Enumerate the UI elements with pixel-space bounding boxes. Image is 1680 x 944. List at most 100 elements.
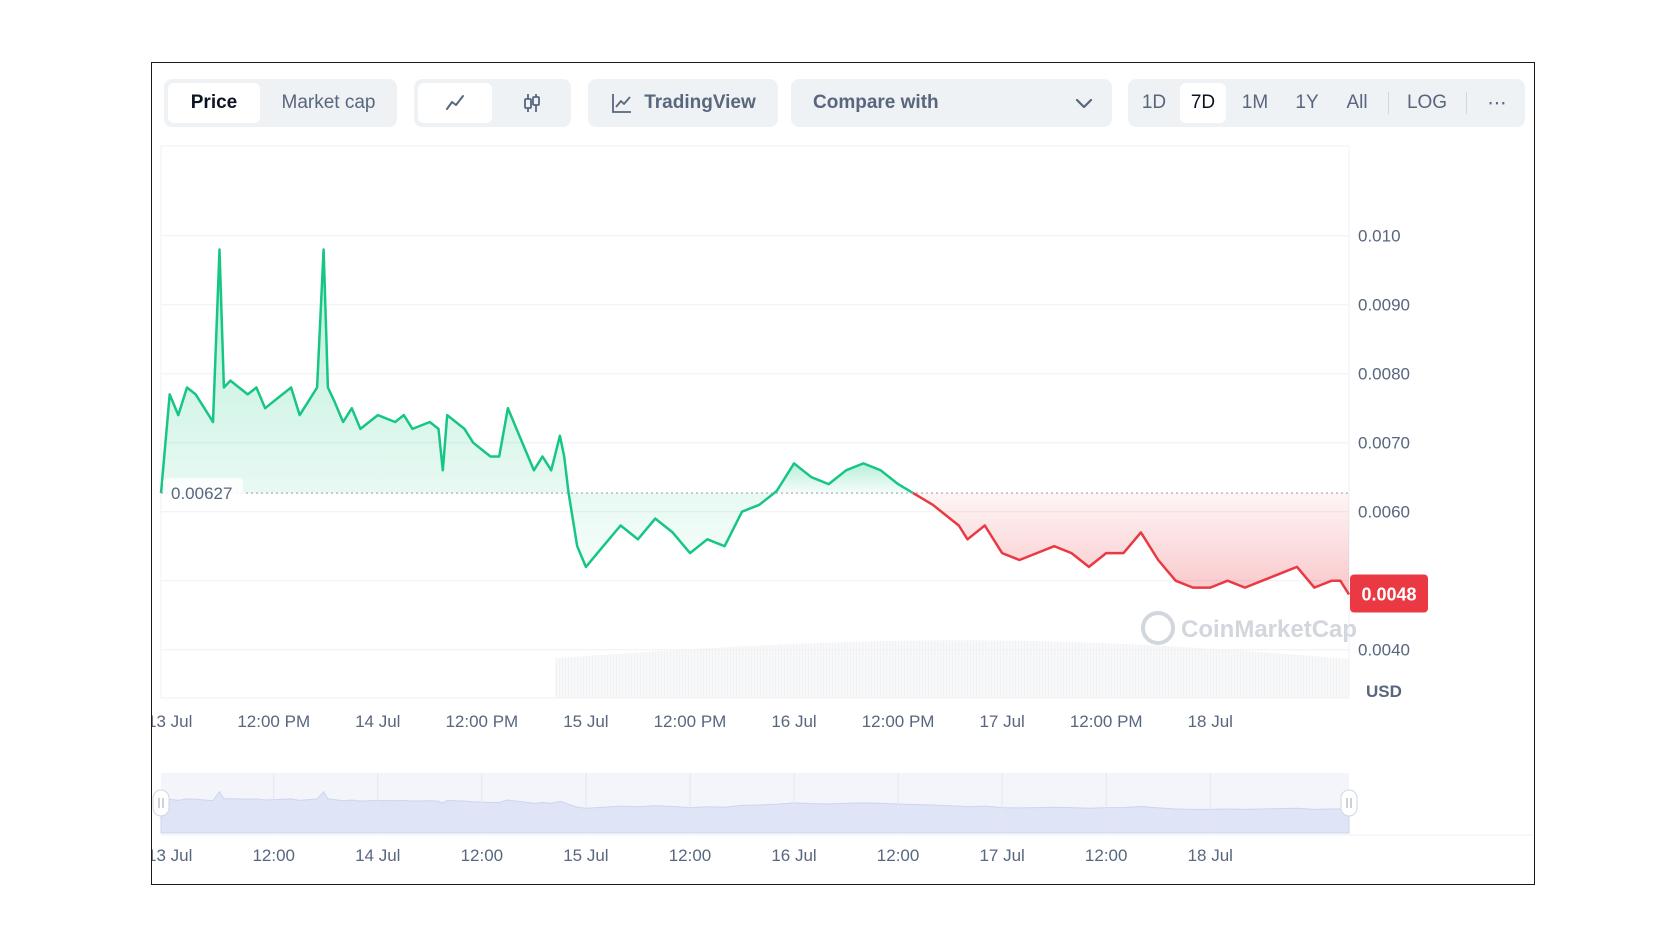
volume-bar xyxy=(1320,656,1323,698)
volume-bar xyxy=(696,648,699,698)
volume-bar xyxy=(771,644,774,698)
tradingview-button[interactable]: TradingView xyxy=(588,79,778,127)
volume-bar xyxy=(1026,640,1029,698)
price-line-up[interactable] xyxy=(159,248,775,569)
volume-bar xyxy=(1260,652,1263,698)
volume-bar xyxy=(1164,645,1167,698)
candlestick-button[interactable] xyxy=(496,83,567,123)
volume-bar xyxy=(1197,647,1200,698)
volume-bar xyxy=(1227,649,1230,698)
volume-bar xyxy=(789,644,792,698)
volume-bar xyxy=(978,640,981,698)
volume-bar xyxy=(1167,646,1170,698)
volume-bar xyxy=(588,655,591,698)
volume-bar xyxy=(969,640,972,698)
volume-bar xyxy=(1062,641,1065,698)
volume-bar xyxy=(1038,641,1041,698)
volume-bar xyxy=(768,645,771,698)
volume-bar xyxy=(1020,640,1023,698)
range-divider xyxy=(1388,92,1389,114)
volume-bar xyxy=(1095,642,1098,698)
x-tick-label: 12:00 PM xyxy=(654,712,727,731)
range-1m[interactable]: 1M xyxy=(1241,92,1269,113)
range-1d[interactable]: 1D xyxy=(1141,92,1167,113)
range-1y[interactable]: 1Y xyxy=(1295,92,1319,113)
volume-bar xyxy=(600,654,603,698)
volume-bar xyxy=(627,653,630,698)
volume-bar xyxy=(1290,654,1293,698)
volume-bar xyxy=(579,656,582,698)
price-chart[interactable]: 0.0100.00900.00800.00700.00600.00500.004… xyxy=(152,63,1533,883)
volume-bar xyxy=(687,649,690,698)
tradingview-label: TradingView xyxy=(644,92,756,113)
volume-bar xyxy=(1218,649,1221,698)
range-7d[interactable]: 7D xyxy=(1180,83,1226,123)
volume-bar xyxy=(1032,640,1035,698)
watermark-text: CoinMarketCap xyxy=(1181,616,1357,643)
volume-bar xyxy=(1068,641,1071,698)
log-divider xyxy=(1466,92,1467,114)
volume-bar xyxy=(1263,652,1266,698)
volume-bar xyxy=(765,645,768,698)
volume-bar xyxy=(1110,643,1113,698)
volume-bar xyxy=(1182,646,1185,698)
log-button[interactable]: LOG xyxy=(1406,92,1448,113)
volume-bar xyxy=(1098,642,1101,698)
volume-bar xyxy=(1245,651,1248,698)
volume-bar xyxy=(681,649,684,698)
volume-bar xyxy=(582,656,585,698)
navigator-tick-label: 12:00 xyxy=(877,846,920,865)
volume-bar xyxy=(741,646,744,698)
line-chart-icon xyxy=(446,95,464,110)
volume-bar xyxy=(693,649,696,698)
volume-bar xyxy=(834,642,837,698)
navigator-tick-label: 16 Jul xyxy=(771,846,816,865)
volume-bar xyxy=(744,646,747,698)
volume-bar xyxy=(558,657,561,698)
volume-bar xyxy=(1194,647,1197,698)
x-tick-label: 15 Jul xyxy=(563,712,608,731)
volume-bar xyxy=(831,642,834,698)
volume-bar xyxy=(1137,644,1140,698)
volume-bar xyxy=(555,658,558,698)
volume-bar xyxy=(1146,645,1149,698)
tab-market-cap[interactable]: Market cap xyxy=(281,92,376,113)
volume-bar xyxy=(936,640,939,698)
volume-bar xyxy=(1302,655,1305,698)
price-line-up[interactable] xyxy=(773,462,914,495)
volume-bar xyxy=(1254,651,1257,698)
volume-bar xyxy=(879,641,882,698)
volume-bar xyxy=(1155,645,1158,698)
volume-bar xyxy=(852,641,855,698)
tab-price[interactable]: Price xyxy=(168,83,260,123)
volume-bar xyxy=(1089,642,1092,698)
volume-bar xyxy=(1251,651,1254,698)
volume-bar xyxy=(672,650,675,698)
line-chart-button[interactable] xyxy=(418,83,492,123)
volume-bar xyxy=(1077,642,1080,698)
volume-bar xyxy=(585,655,588,698)
y-tick-label: 0.0060 xyxy=(1358,503,1410,522)
y-tick-label: 0.0090 xyxy=(1358,296,1410,315)
x-tick-label: 12:00 PM xyxy=(1070,712,1143,731)
volume-bar xyxy=(1134,644,1137,698)
volume-bar xyxy=(882,641,885,698)
navigator-handle-left[interactable] xyxy=(152,789,170,817)
volume-bar xyxy=(912,640,915,698)
volume-bar xyxy=(690,649,693,698)
volume-bar xyxy=(1335,658,1338,698)
volume-bar xyxy=(669,650,672,698)
volume-bar xyxy=(1119,643,1122,698)
navigator-tick-label: 17 Jul xyxy=(979,846,1024,865)
navigator-handle-right[interactable] xyxy=(1340,789,1358,817)
x-tick-label: 13 Jul xyxy=(152,712,192,731)
volume-bar xyxy=(591,655,594,698)
volume-bar xyxy=(756,645,759,698)
volume-bar xyxy=(1305,655,1308,698)
more-options-button[interactable]: ⋯ xyxy=(1487,92,1507,114)
volume-bar xyxy=(1311,656,1314,698)
volume-bar xyxy=(1329,657,1332,698)
compare-with-select[interactable]: Compare with xyxy=(791,79,1112,127)
price-line-down[interactable] xyxy=(912,492,1351,596)
range-all[interactable]: All xyxy=(1346,92,1368,113)
